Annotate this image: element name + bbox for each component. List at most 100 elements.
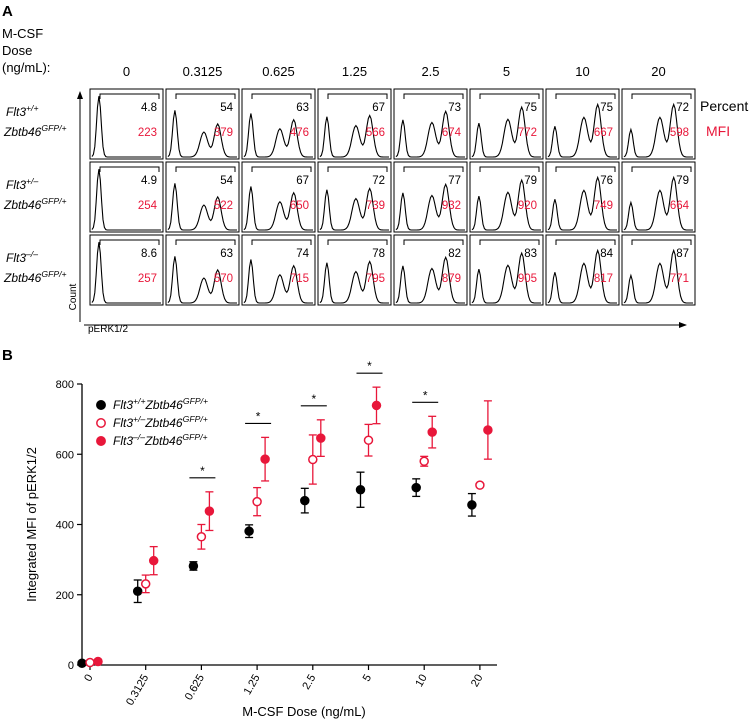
legend-marker bbox=[96, 418, 106, 428]
histogram-frame bbox=[89, 161, 164, 233]
histogram-cell: 4.8 223 bbox=[89, 88, 164, 160]
mfi-value: 223 bbox=[138, 127, 157, 139]
row-reporter-label-superscript: GFP/+ bbox=[41, 123, 66, 133]
gate-bracket bbox=[631, 93, 692, 99]
y-tick-label: 200 bbox=[56, 590, 74, 602]
row-reporter-label: Zbtb46GFP/+ bbox=[3, 269, 67, 285]
gate-bracket bbox=[403, 166, 464, 172]
y-tick-label: 600 bbox=[56, 449, 74, 461]
histogram-cell: 77 932 bbox=[393, 161, 468, 233]
percent-value: 72 bbox=[372, 175, 385, 187]
series-group bbox=[85, 423, 485, 668]
histogram-cell: 76 749 bbox=[545, 161, 620, 233]
histogram-cell: 8.6 257 bbox=[89, 234, 164, 306]
histogram-trace bbox=[167, 183, 237, 231]
histogram-trace bbox=[167, 110, 237, 158]
dose-column-label: 5 bbox=[503, 64, 510, 79]
histogram-cell: 54 522 bbox=[165, 161, 240, 233]
histogram-cell: 72 739 bbox=[317, 161, 392, 233]
histogram-cell: 54 379 bbox=[165, 88, 240, 160]
histogram-frame bbox=[241, 88, 316, 160]
reporter-superscript: GFP/+ bbox=[183, 414, 208, 424]
y-tick-label: 0 bbox=[68, 660, 74, 672]
histogram-trace bbox=[319, 187, 389, 231]
percent-value: 54 bbox=[220, 102, 233, 114]
histogram-trace bbox=[319, 260, 389, 304]
legend-entry: Flt3–/–Zbtb46GFP/+ bbox=[113, 432, 208, 448]
percent-value: 78 bbox=[372, 248, 385, 260]
mfi-value: 739 bbox=[366, 200, 385, 212]
reporter-name: Zbtb46 bbox=[144, 434, 183, 448]
gate-bracket bbox=[403, 239, 464, 245]
mfi-value: 674 bbox=[442, 127, 462, 139]
row-reporter-label-base: Zbtb46 bbox=[3, 125, 42, 139]
series-group bbox=[93, 386, 493, 667]
percent-value: 73 bbox=[448, 102, 461, 114]
mfi-value: 771 bbox=[670, 273, 689, 285]
gate-bracket bbox=[631, 239, 692, 245]
row-reporter-label-base: Zbtb46 bbox=[3, 271, 42, 285]
gate-bracket bbox=[631, 166, 692, 172]
percent-value: 67 bbox=[296, 175, 309, 187]
reporter-superscript: GFP/+ bbox=[183, 396, 208, 406]
percent-value: 75 bbox=[600, 102, 613, 114]
row-reporter-label-base: Zbtb46 bbox=[3, 198, 42, 212]
histogram-frame bbox=[165, 161, 240, 233]
gate-bracket bbox=[251, 239, 312, 245]
percent-value: 87 bbox=[676, 248, 689, 260]
histogram-cell: 87 771 bbox=[621, 234, 696, 306]
histogram-trace bbox=[471, 251, 541, 304]
gate-bracket bbox=[251, 166, 312, 172]
mfi-value: 476 bbox=[290, 127, 309, 139]
data-point bbox=[148, 555, 159, 566]
mfi-value: 920 bbox=[518, 200, 537, 212]
dose-header-line: Dose bbox=[2, 43, 32, 58]
percent-value: 72 bbox=[676, 102, 689, 114]
gate-bracket bbox=[327, 166, 388, 172]
panel-a-flow-histograms: A M-CSF Dose (ng/mL): 0 0.3125 0.625 1.25 2.5 5 10… bbox=[2, 3, 748, 335]
data-point bbox=[363, 435, 374, 445]
legend-marker bbox=[96, 400, 106, 410]
x-tick-label: 0.625 bbox=[183, 673, 207, 703]
data-point bbox=[244, 526, 254, 536]
histogram-frame bbox=[545, 88, 620, 160]
row-reporter-label: Zbtb46GFP/+ bbox=[3, 196, 67, 212]
histogram-trace bbox=[91, 96, 161, 158]
gate-bracket bbox=[479, 166, 540, 172]
mfi-value: 566 bbox=[366, 127, 385, 139]
row-gene-label-base: Flt3 bbox=[6, 178, 26, 192]
histogram-frame bbox=[89, 234, 164, 306]
gate-bracket bbox=[251, 93, 312, 99]
gate-bracket bbox=[479, 239, 540, 245]
percent-value: 77 bbox=[448, 175, 461, 187]
histogram-cell: 74 715 bbox=[241, 234, 316, 306]
row-gene-label-superscript: +/– bbox=[26, 176, 38, 186]
histogram-frame bbox=[621, 161, 696, 233]
percent-value: 74 bbox=[296, 248, 309, 260]
x-tick-label: 0 bbox=[82, 673, 95, 684]
percent-value: 76 bbox=[600, 175, 613, 187]
data-point bbox=[196, 532, 207, 542]
gene-name: Flt3 bbox=[113, 398, 133, 412]
dose-header-line: M-CSF bbox=[2, 26, 43, 41]
mfi-value: 254 bbox=[138, 200, 158, 212]
dose-column-label: 0.625 bbox=[262, 64, 295, 79]
data-point bbox=[260, 454, 270, 464]
histogram-trace bbox=[623, 175, 693, 231]
dose-column-label: 2.5 bbox=[421, 64, 439, 79]
histogram-cell: 82 879 bbox=[393, 234, 468, 306]
data-point bbox=[371, 400, 382, 411]
histogram-cell: 4.9 254 bbox=[89, 161, 164, 233]
data-point bbox=[467, 500, 477, 510]
mfi-value: 749 bbox=[594, 200, 613, 212]
gate-bracket bbox=[555, 239, 616, 245]
gate-bracket bbox=[479, 93, 540, 99]
y-axis-label: Integrated MFI of pERK1/2 bbox=[24, 447, 39, 602]
row-reporter-label-superscript: GFP/+ bbox=[41, 269, 66, 279]
mfi-value: 905 bbox=[518, 273, 537, 285]
gate-bracket bbox=[555, 93, 616, 99]
mfi-value: 932 bbox=[442, 200, 461, 212]
row-gene-label-base: Flt3 bbox=[6, 251, 26, 265]
series-group bbox=[77, 471, 477, 668]
